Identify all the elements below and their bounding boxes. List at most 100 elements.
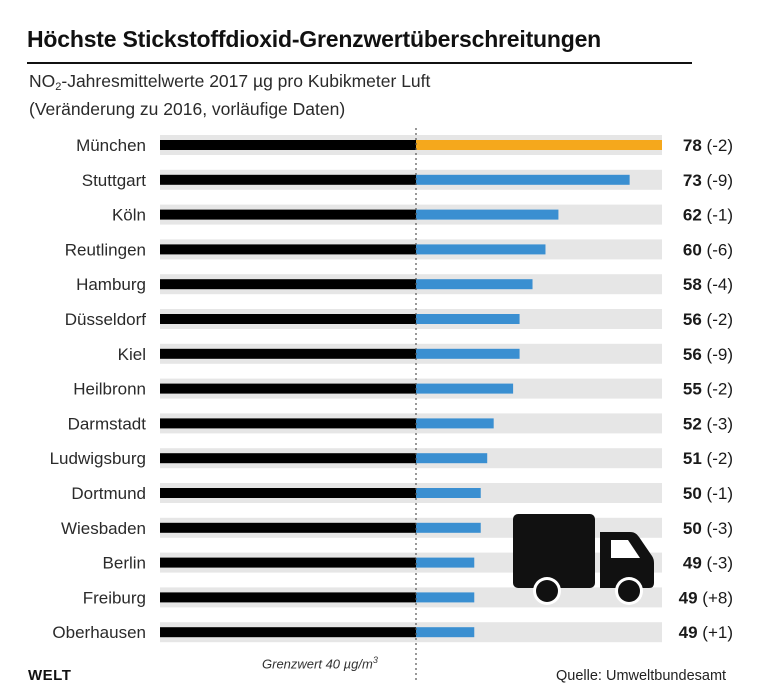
bar-excess xyxy=(416,383,514,394)
truck-wheel xyxy=(536,580,558,602)
value-number: 73 xyxy=(683,171,702,190)
bar-excess xyxy=(416,592,475,603)
value-change: (-9) xyxy=(702,345,733,364)
value-label: 56 (-2) xyxy=(683,310,733,329)
category-label: Kiel xyxy=(118,345,146,364)
category-label: Wiesbaden xyxy=(61,519,146,538)
category-label: Stuttgart xyxy=(82,171,147,190)
category-label: Reutlingen xyxy=(65,240,146,259)
truck-icon xyxy=(513,514,654,605)
value-number: 51 xyxy=(683,449,702,468)
value-number: 55 xyxy=(683,380,702,399)
value-change: (-2) xyxy=(702,449,733,468)
value-label: 73 (-9) xyxy=(683,171,733,190)
value-change: (-2) xyxy=(702,310,733,329)
value-change: (-3) xyxy=(702,519,733,538)
chart-subtitle: NO2-Jahresmittelwerte 2017 µg pro Kubikm… xyxy=(29,70,430,120)
value-change: (-4) xyxy=(702,275,733,294)
value-change: (-6) xyxy=(702,240,733,259)
value-change: (-3) xyxy=(702,414,733,433)
value-number: 49 xyxy=(683,554,702,573)
value-change: (-3) xyxy=(702,554,733,573)
bar-excess xyxy=(416,488,481,498)
bar-base xyxy=(160,522,416,533)
value-number: 60 xyxy=(683,240,702,259)
category-label: Darmstadt xyxy=(68,414,147,433)
truck-cargo-box xyxy=(513,514,595,588)
bar-excess xyxy=(416,627,475,638)
category-label: Hamburg xyxy=(76,275,146,294)
value-number: 52 xyxy=(683,414,702,433)
bar-excess xyxy=(416,348,520,359)
bar-base xyxy=(160,627,416,638)
bar-excess xyxy=(416,174,630,185)
bar-excess xyxy=(416,522,481,533)
bar-base xyxy=(160,557,416,568)
bar-base xyxy=(160,383,416,394)
category-label: Freiburg xyxy=(83,588,146,607)
value-label: 55 (-2) xyxy=(683,380,733,399)
subtitle-sub: 2 xyxy=(55,81,62,93)
bar-base xyxy=(160,314,416,324)
category-label: Oberhausen xyxy=(52,623,146,642)
category-label: Düsseldorf xyxy=(65,310,147,329)
value-number: 50 xyxy=(683,484,702,503)
value-label: 49 (+1) xyxy=(679,623,733,642)
bar-excess xyxy=(416,418,494,429)
value-change: (-1) xyxy=(702,484,733,503)
bar-excess xyxy=(416,453,488,464)
truck-wheel xyxy=(618,580,640,602)
category-label: Berlin xyxy=(103,554,146,573)
source-note: Quelle: Umweltbundesamt xyxy=(556,668,727,684)
subtitle-line2: (Veränderung zu 2016, vorläufige Daten) xyxy=(29,99,346,119)
category-label: Ludwigsburg xyxy=(50,449,146,468)
label-group: München 78 (-2) Stuttgart 73 (-9) Köln 62 (-1… xyxy=(50,136,733,642)
bar-excess xyxy=(416,557,475,568)
category-label: München xyxy=(76,136,146,155)
welt-logo: WELT xyxy=(28,667,72,684)
bar-base xyxy=(160,279,416,290)
threshold-label: Grenzwert 40 µg/m3 xyxy=(262,655,378,671)
bar-base xyxy=(160,140,416,150)
value-label: 51 (-2) xyxy=(683,449,733,468)
value-change: (-9) xyxy=(702,171,733,190)
value-number: 62 xyxy=(683,206,702,225)
value-label: 60 (-6) xyxy=(683,240,733,259)
value-label: 62 (-1) xyxy=(683,206,733,225)
bar-base xyxy=(160,348,416,359)
threshold-label-text: Grenzwert 40 µg/m xyxy=(262,656,373,672)
value-number: 56 xyxy=(683,345,702,364)
category-label: Heilbronn xyxy=(73,380,146,399)
value-number: 56 xyxy=(683,310,702,329)
chart-title: Höchste Stickstoffdioxid-Grenzwertübersc… xyxy=(27,26,602,52)
bar-excess xyxy=(416,140,662,150)
threshold-label-sup: 3 xyxy=(372,655,378,665)
value-number: 49 xyxy=(679,588,698,607)
value-label: 49 (-3) xyxy=(683,554,733,573)
value-number: 58 xyxy=(683,275,702,294)
bar-base xyxy=(160,488,416,498)
bar-base xyxy=(160,244,416,255)
value-change: (-2) xyxy=(702,136,733,155)
truck-window xyxy=(611,540,640,558)
value-label: 56 (-9) xyxy=(683,345,733,364)
value-change: (+1) xyxy=(698,623,733,642)
category-label: Köln xyxy=(112,206,146,225)
value-label: 52 (-3) xyxy=(683,414,733,433)
value-number: 50 xyxy=(683,519,702,538)
bar-base xyxy=(160,453,416,464)
bar-excess xyxy=(416,314,520,324)
bar-base xyxy=(160,418,416,429)
subtitle-no: NO xyxy=(29,71,56,91)
title-rule xyxy=(27,62,692,64)
bar-excess xyxy=(416,244,546,255)
value-change: (-2) xyxy=(702,380,733,399)
value-label: 58 (-4) xyxy=(683,275,733,294)
value-label: 49 (+8) xyxy=(679,588,733,607)
value-number: 78 xyxy=(683,136,702,155)
bar-base xyxy=(160,592,416,603)
value-label: 50 (-1) xyxy=(683,484,733,503)
subtitle-rest: -Jahresmittelwerte 2017 µg pro Kubikmete… xyxy=(61,71,431,91)
bar-excess xyxy=(416,279,533,290)
